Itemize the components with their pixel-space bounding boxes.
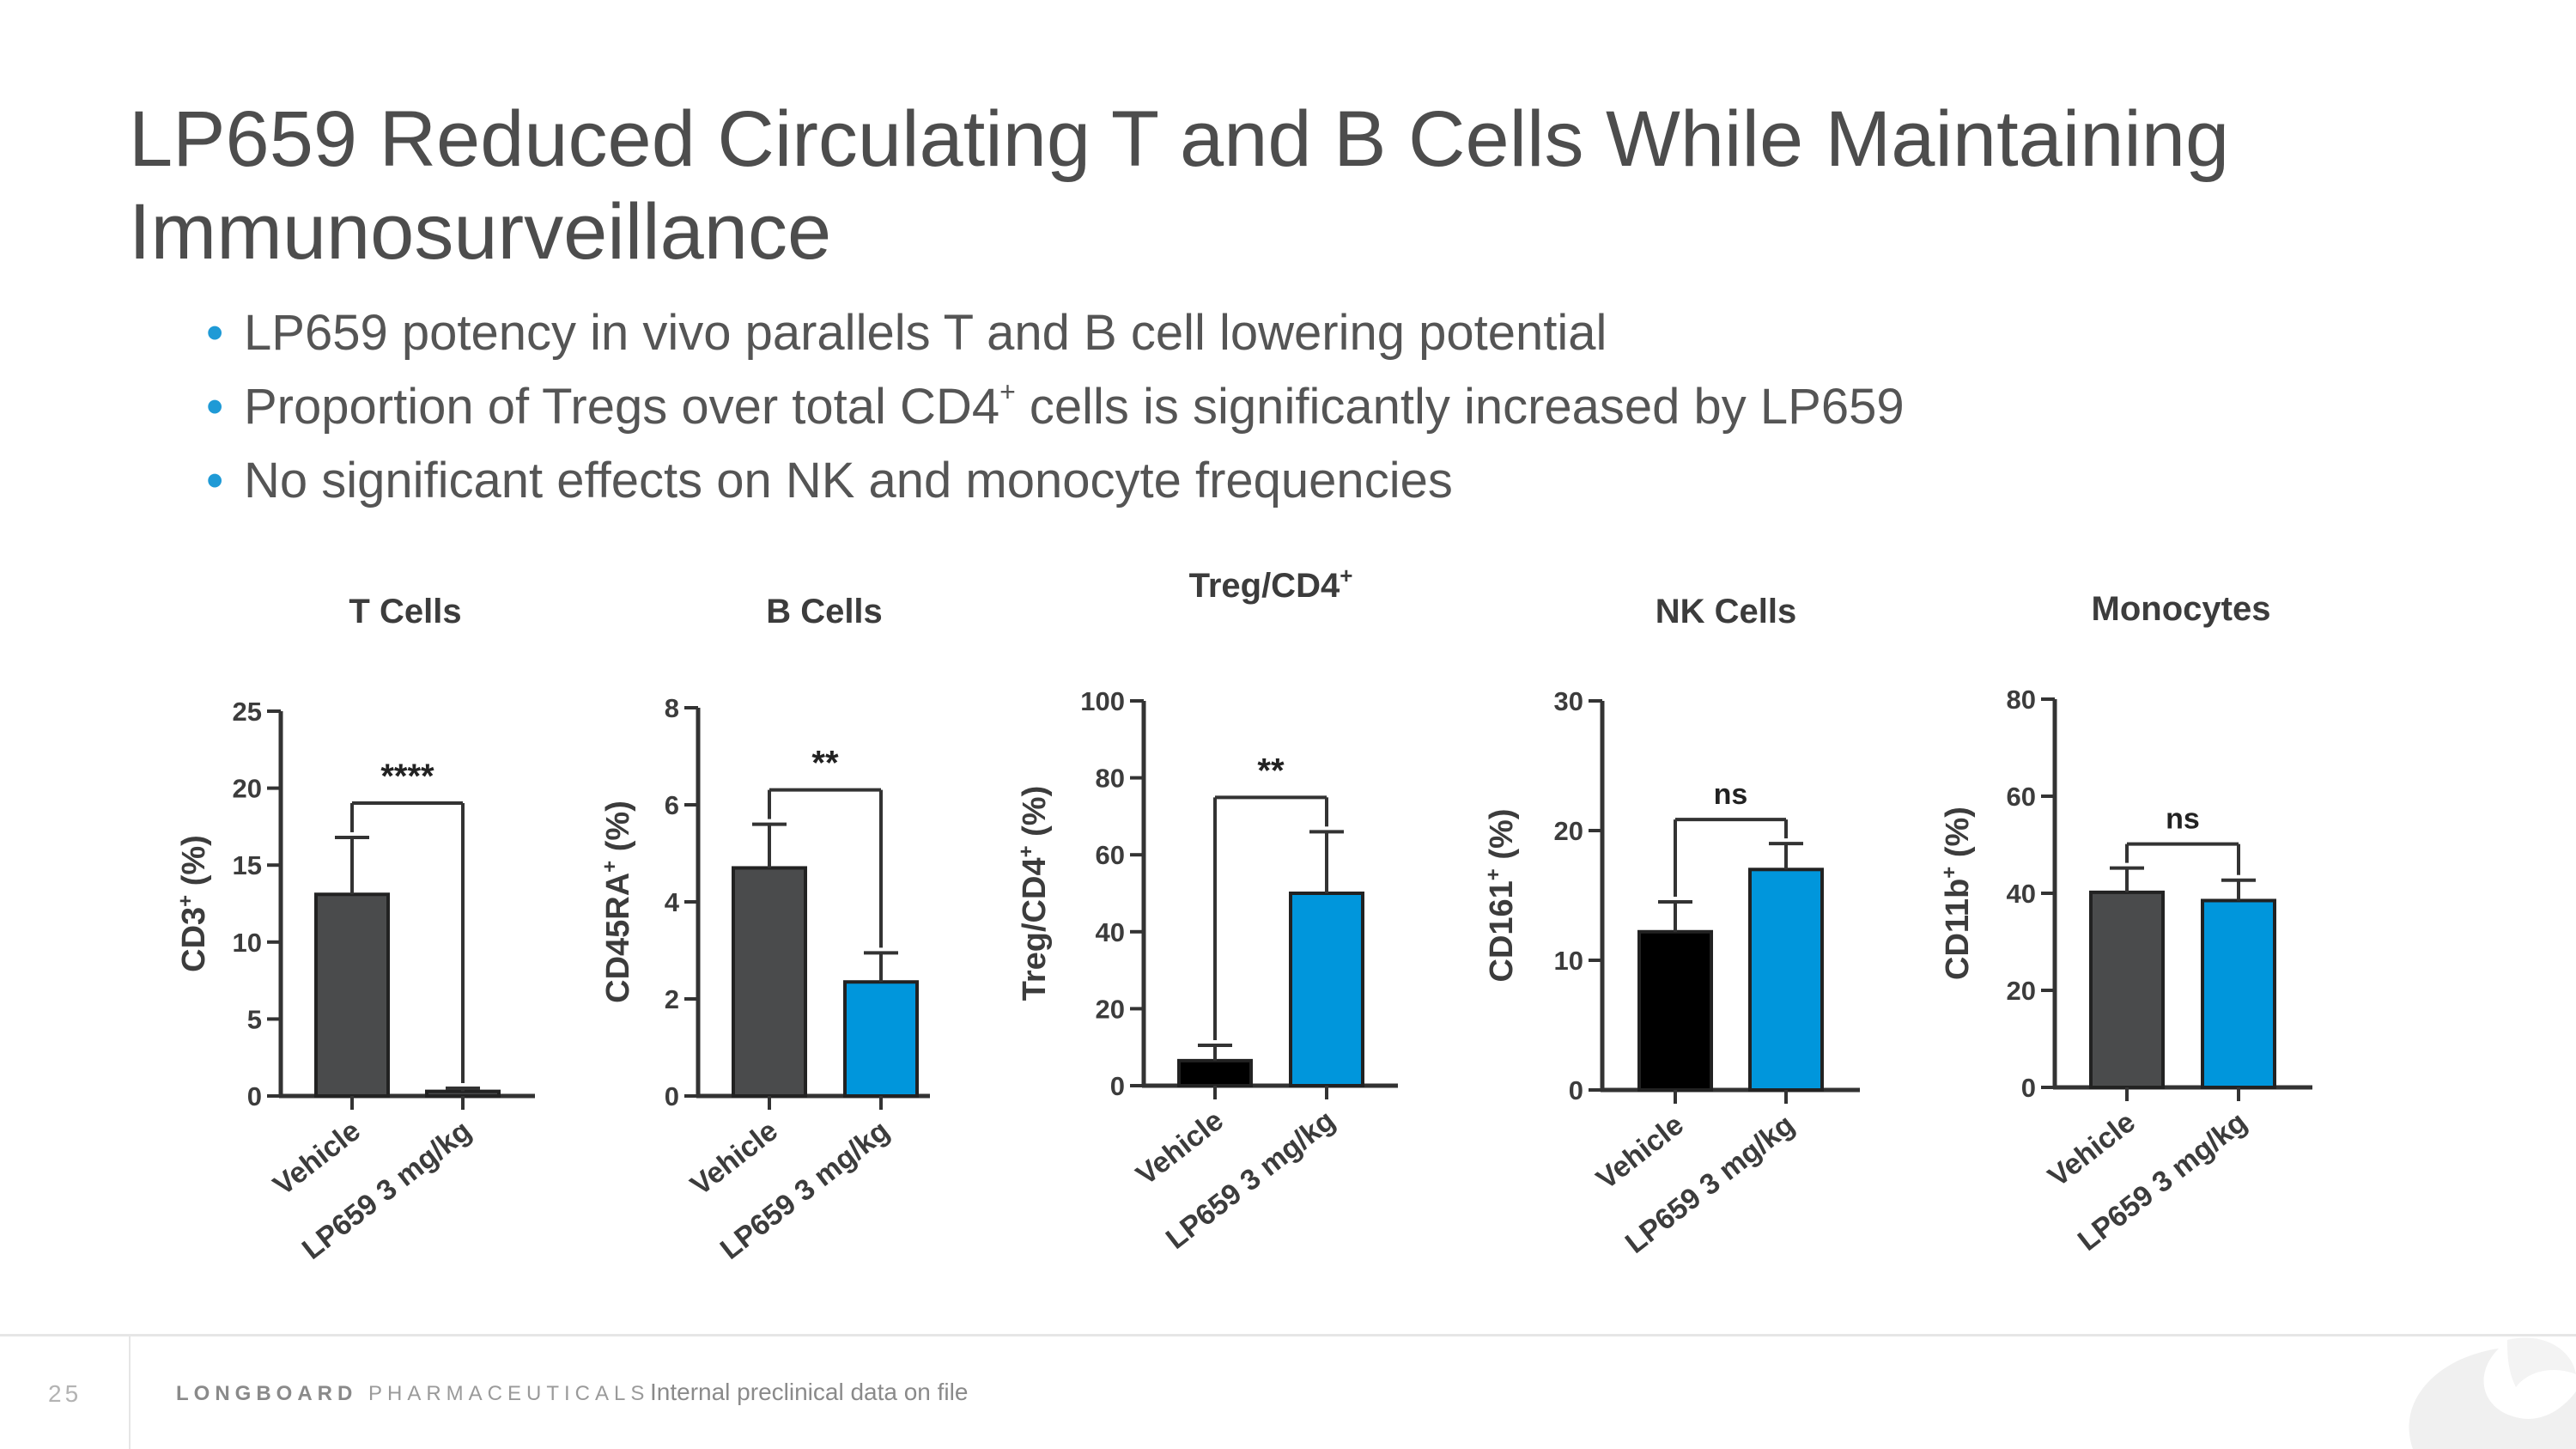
wave-logo-icon <box>2409 1337 2576 1449</box>
x-tick-label: Vehicle <box>1590 1108 1690 1196</box>
y-tick-label: 30 <box>1554 686 1583 716</box>
y-label-main: CD45RA <box>600 873 636 1003</box>
y-axis-label: CD3+ (%) <box>174 835 212 972</box>
chart-title: B Cells <box>766 593 883 630</box>
brand-rest: PHARMACEUTICALS <box>357 1382 650 1405</box>
significance-label: **** <box>380 758 434 795</box>
superscript-plus: + <box>999 376 1016 407</box>
footer-separator <box>129 1336 131 1449</box>
x-tick-label: Vehicle <box>684 1114 784 1202</box>
company-brand: LONGBOARD PHARMACEUTICALS <box>176 1382 649 1406</box>
y-tick-label: 0 <box>247 1081 262 1111</box>
y-tick-label: 8 <box>665 693 679 723</box>
bar-vehicle <box>732 866 807 1098</box>
y-tick-label: 80 <box>2007 685 2036 715</box>
y-tick-label: 5 <box>247 1004 262 1034</box>
y-tick-label: 20 <box>2007 976 2036 1006</box>
y-tick-label: 40 <box>2007 879 2036 909</box>
significance-label: ns <box>1714 778 1748 811</box>
y-tick-label: 60 <box>2007 782 2036 812</box>
brand-bold: LONGBOARD <box>176 1382 358 1405</box>
y-label-main: CD11b <box>1940 879 1976 980</box>
x-tick-label: Vehicle <box>2042 1105 2142 1193</box>
y-tick-label: 20 <box>233 774 262 804</box>
y-axis-label: CD11b+ (%) <box>1938 807 1976 980</box>
bullet-item: No significant effects on NK and monocyt… <box>206 444 1905 518</box>
y-label-main: CD3 <box>176 907 212 972</box>
y-tick-label: 40 <box>1096 917 1125 947</box>
y-label-sup: + <box>174 895 197 907</box>
footer-divider <box>0 1334 2576 1336</box>
bullet-text: Proportion of Tregs over total CD4 <box>244 379 1000 435</box>
data-source-note: Internal preclinical data on file <box>650 1379 969 1405</box>
y-tick-label: 100 <box>1080 686 1125 716</box>
bar-lp659 <box>1289 892 1364 1087</box>
y-tick-label: 60 <box>1096 840 1125 870</box>
bar-lp659 <box>843 980 919 1098</box>
y-label-suffix: (%) <box>1484 809 1520 869</box>
chart-title: Treg/CD4+ <box>1189 563 1353 605</box>
bar-vehicle <box>1637 929 1713 1092</box>
bar-lp659 <box>2201 898 2276 1089</box>
y-tick-label: 80 <box>1096 764 1125 794</box>
y-label-suffix: (%) <box>1940 807 1976 867</box>
y-label-main: CD161 <box>1484 880 1520 982</box>
bar-vehicle <box>2089 890 2165 1089</box>
y-label-sup: + <box>1015 845 1038 857</box>
y-label-suffix: (%) <box>176 835 212 895</box>
y-tick-label: 10 <box>1554 946 1583 976</box>
y-tick-label: 0 <box>2021 1073 2036 1103</box>
chart-title: Monocytes <box>2092 590 2271 628</box>
y-tick-label: 20 <box>1096 994 1125 1024</box>
y-axis-label: CD161+ (%) <box>1482 809 1520 983</box>
y-axis-label: CD45RA+ (%) <box>598 801 636 1003</box>
bar-lp659 <box>1748 868 1824 1092</box>
y-tick-label: 10 <box>233 928 262 958</box>
y-tick-label: 0 <box>1569 1075 1583 1105</box>
y-label-suffix: (%) <box>600 801 636 861</box>
bullet-item: LP659 potency in vivo parallels T and B … <box>206 296 1905 370</box>
bullet-item: Proportion of Tregs over total CD4+ cell… <box>206 370 1905 444</box>
x-tick-label: Vehicle <box>267 1114 367 1202</box>
y-label-sup: + <box>1938 867 1961 879</box>
y-tick-label: 0 <box>1110 1071 1125 1101</box>
bullet-text-tail: cells is significantly increased by LP65… <box>1015 379 1905 435</box>
slide-title: LP659 Reduced Circulating T and B Cells … <box>129 95 2230 276</box>
y-tick-label: 25 <box>233 697 262 727</box>
bar-lp659 <box>425 1089 501 1099</box>
bar-vehicle <box>314 892 390 1098</box>
bullet-text: LP659 potency in vivo parallels T and B … <box>244 305 1607 361</box>
significance-label: ** <box>811 745 839 782</box>
chart-title: T Cells <box>349 593 461 630</box>
y-label-suffix: (%) <box>1017 786 1053 846</box>
y-axis-label: Treg/CD4+ (%) <box>1015 786 1053 1002</box>
y-label-main: Treg/CD4 <box>1017 857 1053 1001</box>
significance-label: ** <box>1257 752 1285 789</box>
chart-title: NK Cells <box>1656 593 1797 630</box>
y-tick-label: 20 <box>1554 816 1583 846</box>
bullet-list: LP659 potency in vivo parallels T and B … <box>206 296 1905 518</box>
y-tick-label: 0 <box>665 1081 679 1111</box>
y-tick-label: 2 <box>665 984 679 1014</box>
y-tick-label: 15 <box>233 850 262 880</box>
y-label-sup: + <box>598 861 622 873</box>
y-tick-label: 6 <box>665 790 679 820</box>
significance-label: ns <box>2166 803 2200 836</box>
y-label-sup: + <box>1482 868 1505 880</box>
bullet-text: No significant effects on NK and monocyt… <box>244 453 1453 508</box>
page-number: 25 <box>48 1380 82 1407</box>
bar-vehicle <box>1177 1058 1253 1088</box>
x-tick-label: Vehicle <box>1130 1104 1230 1191</box>
y-tick-label: 4 <box>665 887 680 917</box>
chart-title-sup: + <box>1340 563 1352 588</box>
